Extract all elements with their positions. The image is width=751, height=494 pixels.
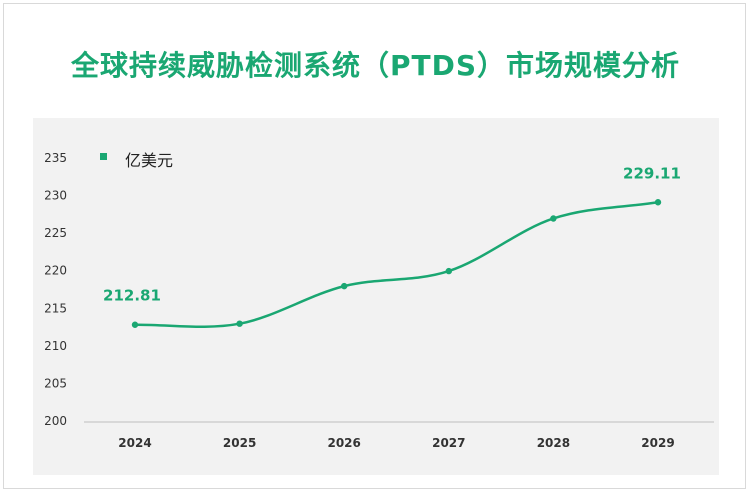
legend-marker bbox=[100, 153, 107, 160]
data-point bbox=[131, 321, 139, 328]
data-point bbox=[341, 282, 348, 290]
y-tick-label: 200 bbox=[44, 414, 67, 428]
y-axis: 200 205 210 215 220 225 230 235 bbox=[44, 151, 67, 428]
y-tick-label: 235 bbox=[44, 151, 67, 165]
data-point bbox=[236, 320, 243, 327]
data-label: 229.11 bbox=[623, 164, 681, 182]
data-point bbox=[445, 267, 452, 275]
data-label: 212.81 bbox=[103, 287, 161, 305]
x-tick-label: 2029 bbox=[641, 436, 674, 450]
chart-title: 全球持续威胁检测系统（PTDS）市场规模分析 bbox=[70, 49, 681, 82]
y-tick-label: 215 bbox=[44, 301, 67, 315]
y-tick-label: 225 bbox=[44, 226, 67, 240]
series-line bbox=[134, 201, 659, 329]
x-tick-label: 2024 bbox=[118, 436, 151, 450]
data-point bbox=[654, 199, 662, 206]
legend: 亿美元 bbox=[100, 151, 173, 170]
y-tick-label: 220 bbox=[44, 264, 67, 278]
data-point bbox=[550, 215, 557, 222]
y-tick-label: 210 bbox=[44, 339, 67, 353]
x-tick-label: 2028 bbox=[537, 436, 570, 450]
x-tick-label: 2025 bbox=[223, 436, 256, 450]
plot-area bbox=[33, 118, 719, 475]
series-layer: 212.81 229.11 bbox=[103, 164, 681, 329]
y-tick-label: 230 bbox=[44, 189, 67, 203]
x-axis: 2024 2025 2026 2027 2028 2029 bbox=[84, 421, 714, 450]
y-tick-label: 205 bbox=[44, 376, 67, 390]
legend-label: 亿美元 bbox=[125, 151, 173, 170]
x-tick-label: 2026 bbox=[327, 436, 360, 450]
x-tick-label: 2027 bbox=[432, 436, 465, 450]
